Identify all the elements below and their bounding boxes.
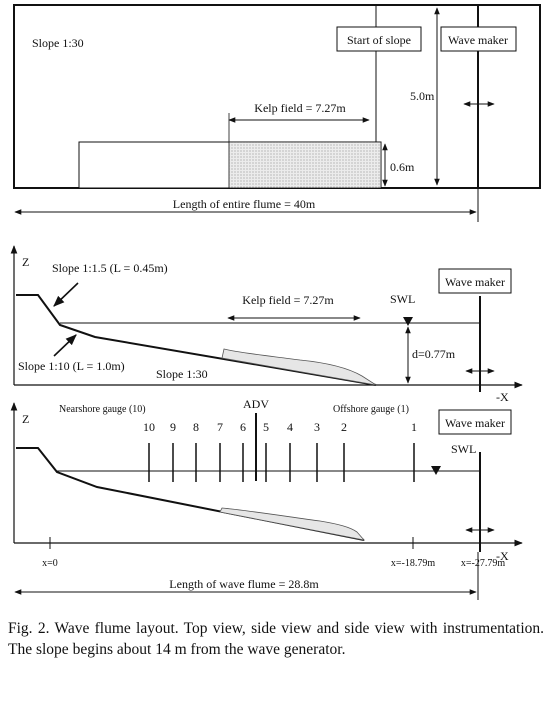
gauge-6-label: 6 bbox=[240, 420, 246, 434]
x-label-instr: -X bbox=[496, 549, 509, 563]
z-label-side: Z bbox=[22, 255, 29, 269]
start-of-slope-box bbox=[336, 26, 422, 52]
wave-maker-box-instr bbox=[438, 409, 512, 435]
bed-profile-instr bbox=[16, 447, 365, 541]
bed-profile-side bbox=[16, 294, 377, 386]
gauge-10-label: 10 bbox=[143, 420, 155, 434]
slope-2-pointer bbox=[53, 334, 77, 357]
instrumented-view: Z -X SWL Nearshore gauge (10) Offshore g… bbox=[10, 397, 523, 600]
nearshore-gauge-label: Nearshore gauge (10) bbox=[59, 404, 146, 415]
slope-1-pointer bbox=[53, 282, 79, 307]
x2-label: x=-27.79m bbox=[461, 558, 505, 569]
wave-maker-label-side: Wave maker bbox=[445, 275, 505, 289]
gauge-4-label: 4 bbox=[287, 420, 293, 434]
kelp-field-side bbox=[221, 348, 377, 386]
z-label-instr: Z bbox=[22, 412, 29, 426]
gauge-5-label: 5 bbox=[263, 420, 269, 434]
wave-flume-diagram: Slope 1:30 Start of slope Wave maker 5.0… bbox=[10, 4, 541, 600]
kelp-width-label: 0.6m bbox=[390, 160, 415, 174]
top-view: Slope 1:30 Start of slope Wave maker 5.0… bbox=[13, 4, 541, 222]
slope-1-label: Slope 1:1.5 (L = 0.45m) bbox=[52, 261, 168, 275]
flume-length-label: Length of entire flume = 40m bbox=[173, 197, 316, 211]
gauge-8-label: 8 bbox=[193, 420, 199, 434]
wave-flume-length-label: Length of wave flume = 28.8m bbox=[169, 577, 319, 591]
slope-2-label: Slope 1:10 (L = 1.0m) bbox=[18, 359, 125, 373]
gauge-2-label: 2 bbox=[341, 420, 347, 434]
kelp-field-instr bbox=[219, 507, 366, 541]
width-label: 5.0m bbox=[410, 89, 435, 103]
kelp-field-label-top: Kelp field = 7.27m bbox=[254, 101, 346, 115]
start-of-slope-label: Start of slope bbox=[347, 33, 411, 47]
kelp-field-label-side: Kelp field = 7.27m bbox=[242, 293, 334, 307]
gauge-1-label: 1 bbox=[411, 420, 417, 434]
wave-maker-label-instr: Wave maker bbox=[445, 416, 505, 430]
swl-marker-instr bbox=[431, 466, 441, 475]
x0-label: x=0 bbox=[42, 558, 58, 569]
wave-maker-box-side bbox=[438, 268, 512, 294]
gauge-3-label: 3 bbox=[314, 420, 320, 434]
wave-maker-box-top bbox=[440, 26, 517, 52]
adv-label: ADV bbox=[243, 397, 269, 411]
kelp-field-top bbox=[228, 141, 382, 189]
gauge-7-label: 7 bbox=[217, 420, 223, 434]
wave-maker-label-top: Wave maker bbox=[448, 33, 508, 47]
slope-3-label: Slope 1:30 bbox=[156, 367, 208, 381]
figure-caption: Fig. 2. Wave flume layout. Top view, sid… bbox=[8, 620, 544, 658]
swl-label-side: SWL bbox=[390, 292, 415, 306]
side-view: Z -X SWL d=0.77m Wave maker Kelp field =… bbox=[10, 245, 523, 404]
swl-marker-side bbox=[403, 317, 413, 326]
wave-gauges: 10 9 8 7 6 5 4 3 2 1 bbox=[143, 420, 417, 482]
x-label-side: -X bbox=[496, 390, 509, 404]
swl-label-instr: SWL bbox=[451, 442, 476, 456]
x1-label: x=-18.79m bbox=[391, 558, 435, 569]
gauge-9-label: 9 bbox=[170, 420, 176, 434]
offshore-gauge-label: Offshore gauge (1) bbox=[333, 404, 409, 415]
depth-label: d=0.77m bbox=[412, 347, 456, 361]
top-slope-label: Slope 1:30 bbox=[32, 36, 84, 50]
